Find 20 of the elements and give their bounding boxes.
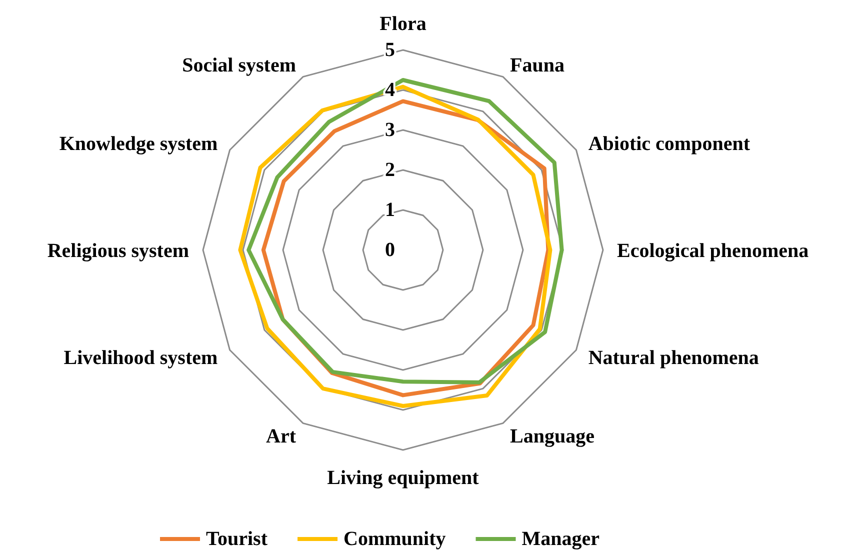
spoke-label: Living equipment [327,467,480,489]
y-tick-label: 0 [385,239,395,261]
y-tick-label: 1 [385,199,395,221]
spoke-label: Knowledge system [59,133,218,155]
spoke-label: Ecological phenomena [617,240,809,262]
y-tick-label: 3 [385,119,395,141]
y-tick-label: 5 [385,39,395,61]
spoke-label: Religious system [47,240,190,262]
spoke-label: Natural phenomena [588,347,759,369]
spoke-label: Art [266,425,296,448]
spoke-label: Language [510,425,595,448]
spoke-label: Social system [182,54,296,77]
legend-label: Tourist [206,528,268,550]
legend-label: Community [344,528,446,550]
y-tick-label: 2 [385,159,395,181]
legend-label: Manager [522,528,600,550]
spoke-label: Fauna [510,54,564,77]
spoke-label: Flora [380,13,426,35]
spoke-label: Livelihood system [64,347,218,369]
spoke-label: Abiotic component [588,133,750,155]
